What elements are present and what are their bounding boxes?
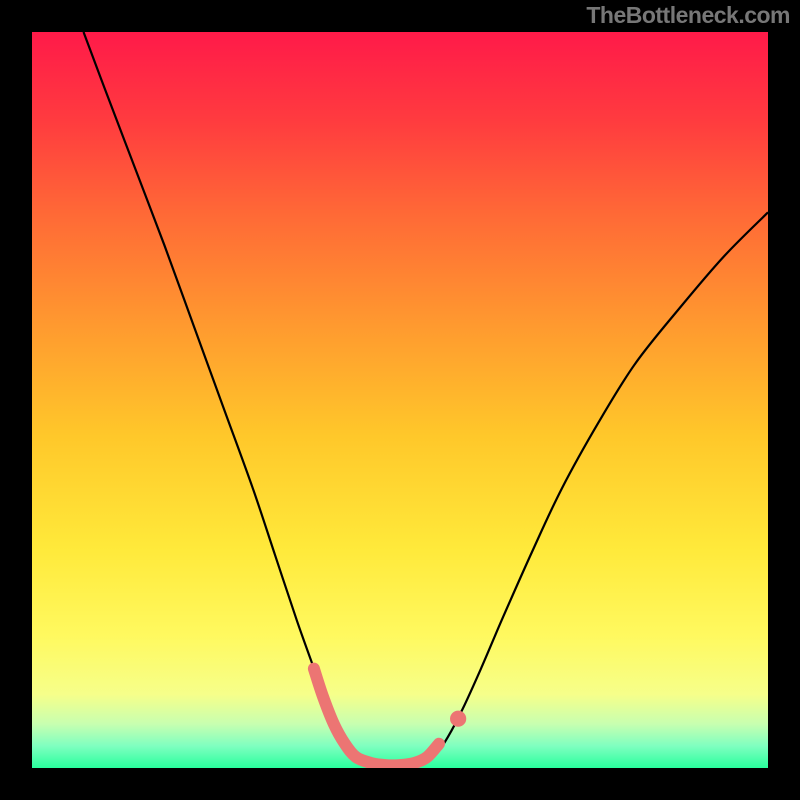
watermark-text: TheBottleneck.com — [586, 2, 790, 29]
overlay-marker — [450, 711, 466, 727]
plot-area — [32, 32, 768, 768]
bottleneck-figure: TheBottleneck.com — [0, 0, 800, 800]
plot-background — [32, 32, 768, 768]
plot-svg — [32, 32, 768, 768]
